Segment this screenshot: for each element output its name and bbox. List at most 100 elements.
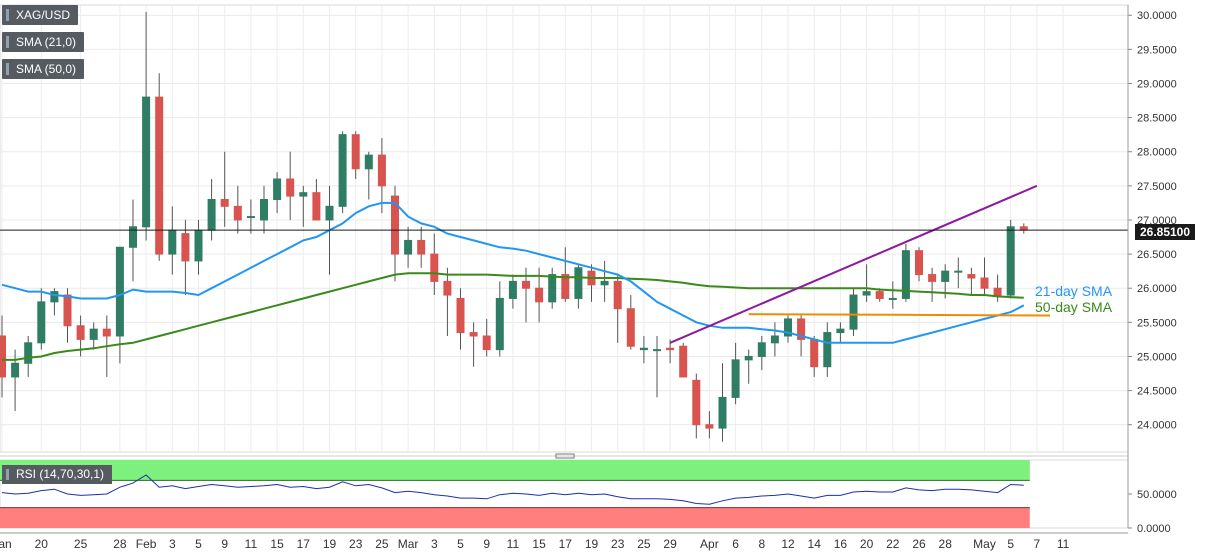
rsi-legend[interactable]: RSI (14,70,30,1) bbox=[2, 465, 113, 484]
bearish-candle bbox=[391, 195, 399, 255]
time-tick-label: 23 bbox=[349, 537, 363, 551]
time-tick-label: 5 bbox=[1007, 537, 1014, 551]
time-tick-label: 3 bbox=[431, 537, 438, 551]
bearish-candle bbox=[430, 253, 439, 282]
time-tick-label: Jan bbox=[0, 537, 12, 551]
bullish-candle bbox=[836, 328, 845, 334]
bullish-candle bbox=[115, 246, 124, 337]
resistance-trendline bbox=[669, 184, 1038, 344]
bullish-candle bbox=[246, 216, 255, 219]
bearish-candle bbox=[417, 239, 426, 255]
time-tick-label: 25 bbox=[74, 537, 88, 551]
bullish-candle bbox=[364, 154, 373, 170]
bullish-candle bbox=[495, 297, 504, 351]
bullish-candle bbox=[639, 347, 648, 351]
bearish-candle bbox=[76, 325, 85, 340]
time-tick-label: 11 bbox=[245, 537, 258, 551]
bearish-candle bbox=[875, 291, 884, 299]
bullish-candle bbox=[718, 396, 727, 429]
bullish-candle bbox=[744, 355, 753, 361]
bearish-candle bbox=[456, 297, 465, 334]
price-tick-label: 24.0000 bbox=[1137, 420, 1177, 432]
rsi-line bbox=[1, 474, 1024, 505]
time-tick-label: 15 bbox=[270, 537, 284, 551]
rsi-tick-label: 50.0000 bbox=[1137, 489, 1177, 501]
time-tick-label: 7 bbox=[1034, 537, 1041, 551]
time-tick-label: 16 bbox=[834, 537, 848, 551]
sma50-annotation: 50-day SMA bbox=[1035, 299, 1113, 315]
bullish-candle bbox=[784, 318, 792, 337]
time-tick-label: 14 bbox=[808, 537, 822, 551]
bullish-candle bbox=[731, 359, 740, 398]
bearish-candle bbox=[233, 205, 242, 221]
time-tick-label: 9 bbox=[483, 537, 490, 551]
time-tick-label: May bbox=[973, 537, 996, 551]
time-tick-label: 28 bbox=[113, 537, 127, 551]
time-tick-label: 3 bbox=[169, 537, 176, 551]
time-tick-label: 19 bbox=[585, 537, 599, 551]
bearish-candle bbox=[482, 335, 491, 351]
bullish-candle bbox=[168, 229, 177, 255]
price-tick-label: 25.0000 bbox=[1137, 351, 1177, 363]
time-tick-label: 12 bbox=[781, 537, 795, 551]
bullish-candle bbox=[823, 332, 832, 368]
time-tick-label: 15 bbox=[532, 537, 546, 551]
sma21-legend[interactable]: SMA (21,0) bbox=[2, 32, 85, 52]
sma21-line bbox=[1, 201, 1025, 344]
time-tick-label: 17 bbox=[559, 537, 573, 551]
bullish-candle bbox=[1006, 226, 1015, 296]
bearish-candle bbox=[810, 338, 819, 368]
bullish-candle bbox=[129, 226, 137, 248]
bearish-candle bbox=[967, 274, 976, 279]
price-tick-label: 28.0000 bbox=[1137, 147, 1177, 159]
bearish-candle bbox=[181, 233, 190, 262]
bullish-candle bbox=[901, 250, 910, 299]
time-tick-label: 22 bbox=[886, 537, 900, 551]
bearish-candle bbox=[993, 287, 1002, 296]
price-tick-label: 29.5000 bbox=[1137, 44, 1177, 56]
time-tick-label: 29 bbox=[663, 537, 677, 551]
time-tick-label: 23 bbox=[611, 537, 625, 551]
bullish-candle bbox=[508, 280, 517, 299]
bullish-candle bbox=[11, 362, 20, 378]
bearish-candle bbox=[220, 198, 229, 207]
time-tick-label: 17 bbox=[297, 537, 311, 551]
time-tick-label: 5 bbox=[457, 537, 464, 551]
rsi-overbought-zone bbox=[0, 460, 1030, 481]
time-tick-label: 26 bbox=[912, 537, 926, 551]
bearish-candle bbox=[705, 424, 714, 429]
bearish-candle bbox=[0, 335, 6, 378]
price-tick-label: 26.0000 bbox=[1137, 283, 1177, 295]
panel-resize-handle bbox=[555, 453, 575, 459]
bullish-candle bbox=[404, 239, 413, 255]
time-tick-label: 6 bbox=[732, 537, 739, 551]
bullish-candle bbox=[142, 96, 151, 228]
sma50-line bbox=[2, 272, 1024, 361]
bullish-candle bbox=[600, 280, 609, 286]
time-tick-label: Mar bbox=[398, 537, 419, 551]
bullish-candle bbox=[862, 291, 871, 296]
time-tick-label: 20 bbox=[35, 537, 49, 551]
bearish-candle bbox=[692, 379, 701, 426]
price-plot-area bbox=[0, 4, 1129, 453]
bullish-candle bbox=[299, 192, 308, 197]
price-tick-label: 29.0000 bbox=[1137, 78, 1177, 90]
symbol-legend[interactable]: XAG/USD bbox=[2, 5, 79, 25]
bullish-candle bbox=[194, 229, 203, 262]
bullish-candle bbox=[653, 349, 661, 352]
price-tick-label: 27.0000 bbox=[1137, 215, 1177, 227]
bullish-candle bbox=[757, 342, 766, 357]
sma50-legend[interactable]: SMA (50,0) bbox=[2, 59, 85, 79]
bullish-candle bbox=[24, 342, 33, 364]
price-tick-label: 30.0000 bbox=[1137, 10, 1177, 22]
bearish-candle bbox=[286, 178, 295, 197]
sma21-annotation: 21-day SMA bbox=[1035, 283, 1113, 299]
bearish-candle bbox=[377, 154, 386, 187]
time-tick-label: 25 bbox=[375, 537, 389, 551]
bullish-candle bbox=[50, 291, 59, 303]
bearish-candle bbox=[626, 308, 635, 347]
bullish-candle bbox=[207, 198, 216, 231]
bearish-candle bbox=[535, 287, 544, 303]
